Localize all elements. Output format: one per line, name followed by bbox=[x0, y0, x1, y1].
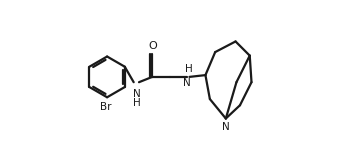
Text: N: N bbox=[222, 122, 230, 132]
Text: N
H: N H bbox=[133, 89, 141, 109]
Text: N: N bbox=[183, 78, 191, 88]
Text: H: H bbox=[185, 64, 192, 74]
Text: Br: Br bbox=[100, 102, 112, 112]
Text: O: O bbox=[149, 41, 157, 51]
